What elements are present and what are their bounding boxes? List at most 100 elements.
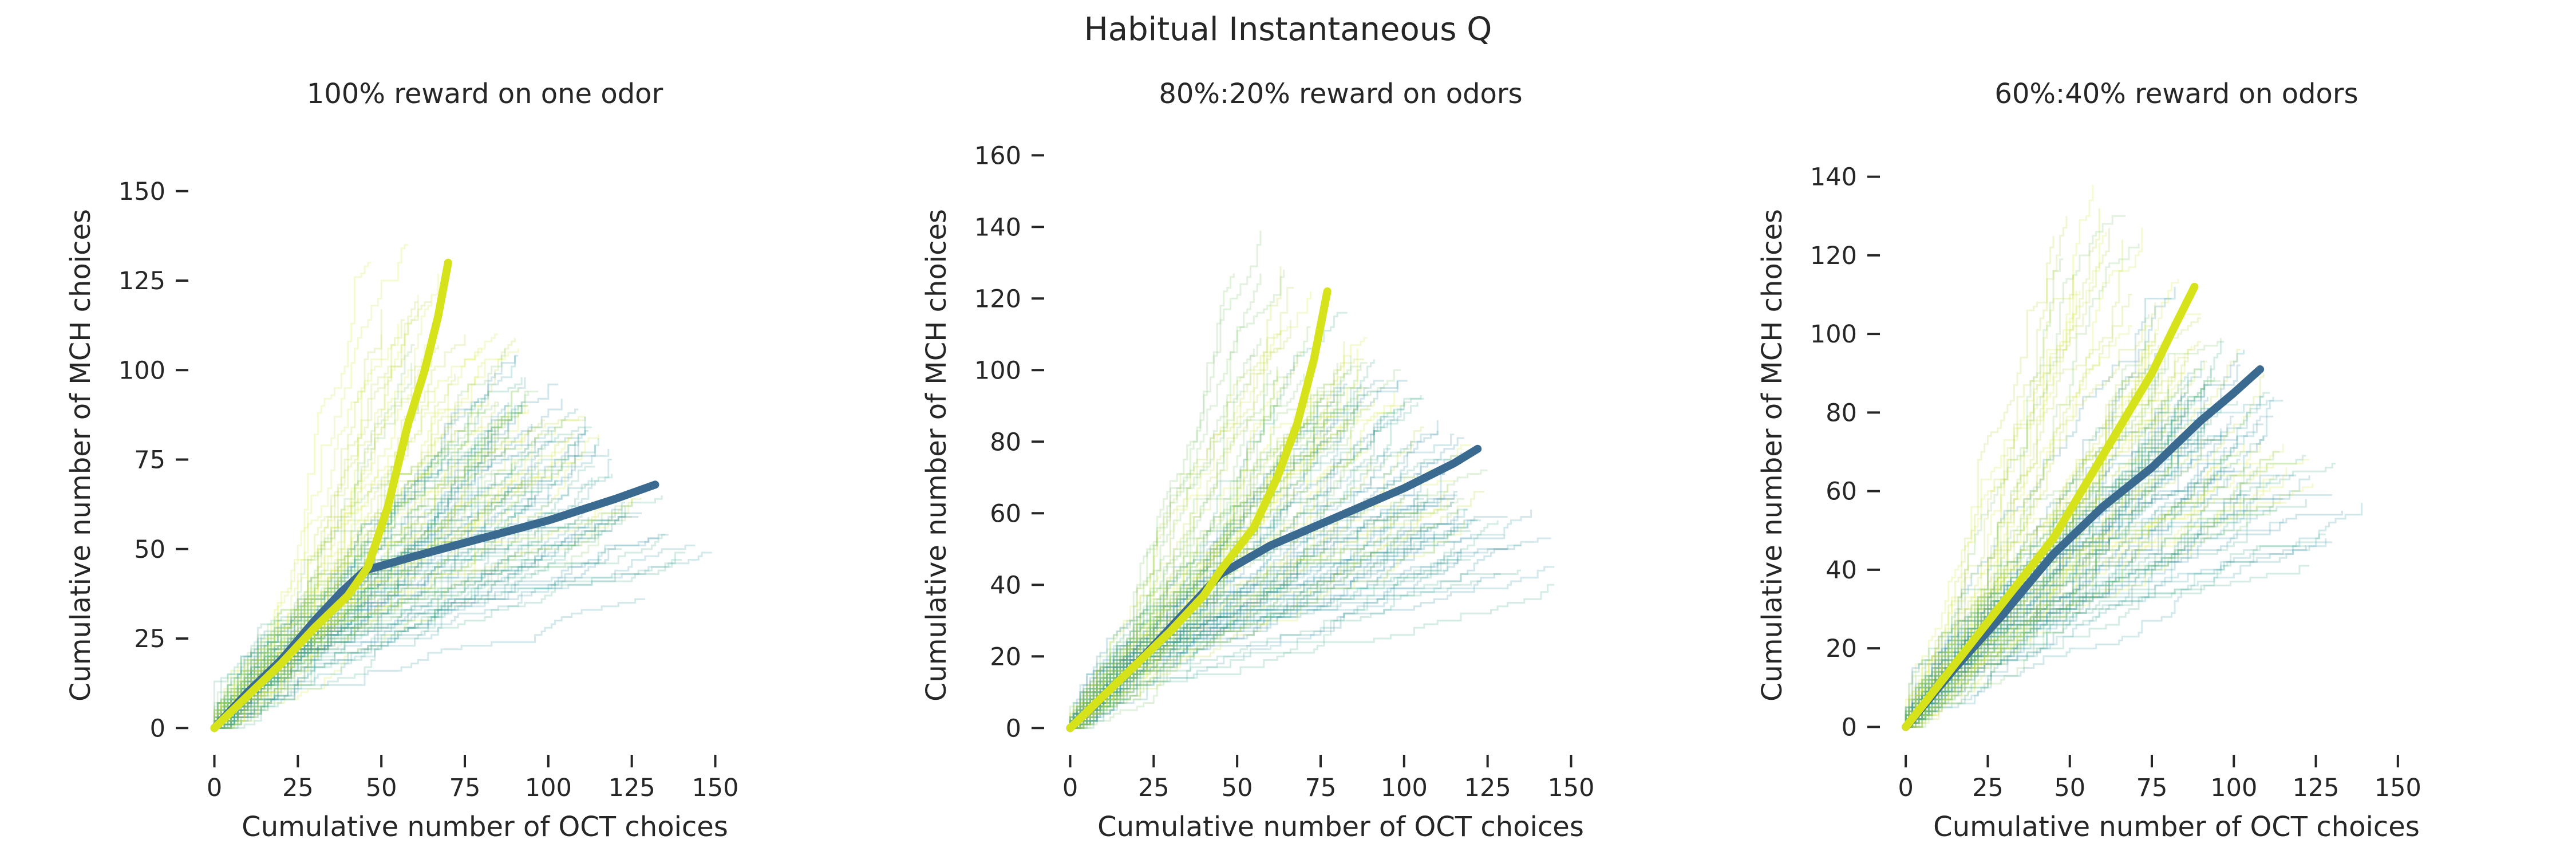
x-tick-label: 0 <box>1898 774 1914 802</box>
individual-line <box>1070 480 1455 729</box>
individual-line <box>1069 430 1354 728</box>
individual-line <box>1906 459 2310 728</box>
individual-line <box>214 295 419 729</box>
individual-line <box>214 516 572 728</box>
x-tick-label: 25 <box>282 774 314 802</box>
individual-line <box>1906 474 2221 728</box>
individual-line <box>1905 474 2297 727</box>
x-tick-label: 75 <box>1305 774 1337 802</box>
y-tick-label: 160 <box>974 141 1021 170</box>
individual-line <box>1069 330 1282 728</box>
y-tick-label: 0 <box>150 714 165 743</box>
individual-line <box>1070 369 1401 729</box>
individual-line <box>1070 273 1235 729</box>
panels: 100% reward on one odor 0 25 50 75 100 125 150 0… <box>65 78 2421 843</box>
individual-line <box>1070 559 1471 729</box>
y-axis-label: Cumulative number of MCH choices <box>65 209 97 702</box>
individual-line <box>214 442 576 729</box>
mean-line-high-reward <box>1902 282 2199 731</box>
individual-line <box>1070 431 1439 729</box>
individual-line <box>1069 348 1255 728</box>
individual-line <box>1906 503 2363 728</box>
individual-line <box>1905 467 2287 727</box>
individual-line <box>214 434 575 728</box>
individual-line <box>1906 396 2274 728</box>
individual-line <box>1069 531 1435 728</box>
individual-line <box>1070 456 1372 729</box>
individual-line <box>1069 509 1468 728</box>
y-tick-label: 100 <box>974 356 1021 385</box>
individual-line <box>214 344 415 728</box>
individual-line <box>214 362 413 729</box>
mean-line-high-reward <box>210 258 452 732</box>
individual-line <box>1070 519 1481 729</box>
y-tick-label: 0 <box>1842 713 1857 742</box>
individual-line <box>214 474 613 729</box>
individual-line <box>1070 365 1361 729</box>
individual-line <box>1905 231 2107 727</box>
figure-title: Habitual Instantaneous Q <box>1084 11 1492 48</box>
panel-title: 80%:20% reward on odors <box>1159 78 1522 110</box>
individual-line <box>214 356 516 728</box>
individual-line <box>214 551 685 729</box>
individual-line <box>214 513 626 728</box>
y-tick-label: 100 <box>1810 320 1857 349</box>
individual-line <box>214 348 519 728</box>
individual-line <box>1069 326 1311 728</box>
x-tick-label: 125 <box>1464 774 1511 802</box>
individual-line <box>214 463 513 729</box>
individual-line <box>1069 537 1551 728</box>
individual-line <box>1070 494 1458 729</box>
individual-line <box>214 551 712 729</box>
individual-line <box>214 598 645 729</box>
individual-line <box>1906 372 2185 728</box>
individual-line <box>1070 362 1338 729</box>
individual-line <box>214 512 642 729</box>
individual-line <box>1906 541 2333 728</box>
individual-line <box>214 502 625 728</box>
y-tick-label: 150 <box>118 178 165 206</box>
panel-title: 100% reward on one odor <box>307 78 663 110</box>
individual-line <box>1070 498 1455 729</box>
individual-line <box>1070 387 1368 729</box>
x-tick-label: 0 <box>207 774 222 802</box>
individual-line <box>214 262 372 729</box>
y-tick-label: 75 <box>134 446 165 475</box>
individual-line <box>1906 338 2222 728</box>
individual-line <box>1070 549 1462 729</box>
individual-line <box>1069 408 1334 728</box>
individual-line <box>214 424 533 729</box>
y-tick-label: 120 <box>1810 242 1857 270</box>
y-tick-label: 40 <box>990 571 1021 600</box>
individual-line <box>1906 279 2179 728</box>
individual-line <box>214 456 566 728</box>
individual-line <box>214 545 696 728</box>
individual-line <box>214 466 595 729</box>
y-axis-label: Cumulative number of MCH choices <box>1756 209 1788 702</box>
individual-line <box>1905 511 2343 727</box>
individual-line <box>1905 498 2283 727</box>
individual-line <box>1905 451 2280 727</box>
x-tick-label: 75 <box>2136 774 2168 802</box>
individual-line <box>1905 302 2156 727</box>
individual-line <box>1070 381 1398 729</box>
individual-line <box>1069 491 1458 728</box>
individual-line <box>1069 520 1465 728</box>
individual-line <box>214 434 486 729</box>
mean-line-low-reward <box>1902 365 2265 731</box>
individual-line <box>1070 358 1364 729</box>
individual-line <box>1906 400 2283 728</box>
x-tick-label: 25 <box>1972 774 2004 802</box>
individual-line <box>1070 409 1395 729</box>
individual-line <box>1070 502 1404 729</box>
x-tick-label: 0 <box>1062 774 1078 802</box>
individual-line <box>1070 287 1294 729</box>
individual-line <box>214 416 509 728</box>
individual-line <box>214 480 559 729</box>
individual-line <box>1070 367 1278 729</box>
individual-line <box>1069 448 1391 728</box>
x-tick-label: 25 <box>1138 774 1170 802</box>
individual-line <box>1069 401 1338 728</box>
individual-line <box>1906 444 2284 728</box>
x-tick-label: 100 <box>2210 774 2257 802</box>
